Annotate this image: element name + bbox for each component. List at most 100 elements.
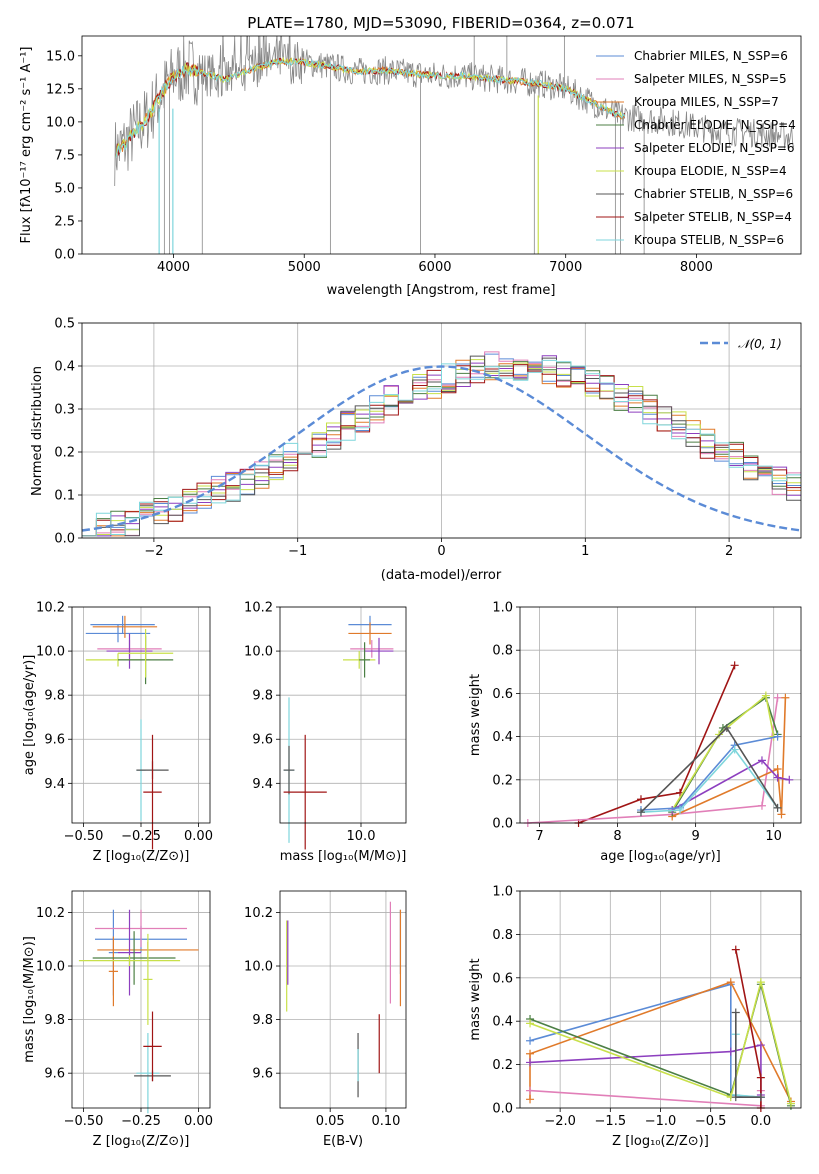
mass_vs_Z-xtick-label: 0.00: [184, 1114, 213, 1129]
massweight_vs_age-ytick-label: 0.4: [492, 730, 513, 745]
spectrum-ytick-label: 0.0: [54, 248, 75, 263]
residual-ylabel: Normed distribution: [30, 366, 45, 496]
massweight_vs_Z-xtick-label: −1.0: [645, 1114, 677, 1129]
spectrum-xtick-label: 6000: [418, 260, 451, 275]
age_vs_mass-ytick-label: 9.6: [252, 733, 273, 748]
mass_vs_Z-ytick-label: 9.6: [44, 1067, 65, 1082]
spectrum-legend-label: Salpeter STELIB, N_SSP=4: [634, 210, 792, 224]
massweight_vs_age-series-line: [640, 748, 779, 813]
spectrum-axes-frame: [81, 35, 802, 255]
spectrum-ytick-label: 10.0: [46, 115, 75, 130]
mass_vs_ebv-ytick-label: 9.8: [252, 1013, 273, 1028]
age_vs_mass-ytick-label: 9.8: [252, 689, 273, 704]
massweight_vs_Z-xtick-label: −0.5: [695, 1114, 727, 1129]
massweight_vs_Z-series-marker: [526, 1086, 535, 1095]
age_vs_mass-ytick-label: 10.2: [244, 601, 273, 616]
massweight_vs_age-series-marker: [773, 803, 782, 812]
age_vs_mass-xlabel: mass [log₁₀(M/M⊙)]: [280, 849, 407, 864]
mass_vs_ebv-axes-frame: [279, 890, 407, 1109]
massweight_vs_Z-ytick-label: 0.2: [492, 1058, 513, 1073]
mass_vs_Z-ylabel: mass [log₁₀(M/M⊙)]: [22, 936, 37, 1063]
massweight_vs_age-series-line: [671, 696, 779, 813]
massweight_vs_Z-series-marker: [526, 1019, 535, 1028]
residual-histogram: [82, 359, 801, 537]
massweight_vs_Z-ylabel: mass weight: [468, 958, 483, 1040]
spectrum-xtick-label: 7000: [549, 260, 582, 275]
massweight_vs_age-series-marker: [636, 808, 645, 817]
mass-vs-metallicity-panel: −0.50 −0.25 0.00 9.6 9.8 10.0 10.2 Z [log₁₀(Z/Z…: [22, 890, 213, 1149]
age_vs_Z-xtick-label: −0.25: [121, 829, 161, 844]
massweight_vs_age-xtick-label: 10: [765, 829, 782, 844]
age_vs_Z-ytick-label: 9.8: [44, 689, 65, 704]
age_vs_Z-xtick-label: −0.50: [64, 829, 104, 844]
spectrum-ytick-label: 12.5: [46, 82, 75, 97]
spectrum-plot-area: 4000 5000 6000 7000 8000 0.0 2.5 5.0 7.5 10.0 12.5…: [46, 36, 795, 275]
mass_vs_Z-ytick-label: 10.2: [36, 906, 65, 921]
age_vs_Z-ytick-label: 10.0: [36, 645, 65, 660]
massweight_vs_age-ytick-label: 0.6: [492, 687, 513, 702]
spectrum-legend-label: Kroupa MILES, N_SSP=7: [634, 95, 779, 109]
massweight_vs_age-series-line: [527, 697, 779, 824]
age-vs-metallicity-panel: −0.50 −0.25 0.00 9.4 9.6 9.8 10.0 10.2 Z [log₁₀(…: [22, 601, 213, 865]
residual-xtick-label: −1: [288, 544, 307, 559]
mass_vs_ebv-ytick-label: 10.0: [244, 960, 273, 975]
massweight_vs_age-xlabel: age [log₁₀(age/yr)]: [600, 849, 721, 864]
massweight-vs-age-panel: 7 8 9 10 0.0 0.2 0.4 0.6 0.8 1.0 age [log₁₀(age/yr…: [468, 601, 802, 864]
massweight_vs_age-series-marker: [636, 795, 645, 804]
mass_vs_Z-xtick-label: −0.25: [121, 1114, 161, 1129]
residual-ytick-label: 0.0: [54, 532, 75, 547]
spectrum-panel: PLATE=1780, MJD=53090, FIBERID=0364, z=0…: [19, 14, 802, 298]
spectrum-ytick-label: 7.5: [54, 148, 75, 163]
massweight_vs_age-series-marker: [773, 732, 782, 741]
massweight_vs_Z-xtick-label: −2.0: [544, 1114, 576, 1129]
spectrum-ylabel: Flux [fλ10⁻¹⁷ erg cm⁻² s⁻¹ A⁻¹]: [19, 47, 34, 244]
mass_vs_Z-axes-frame: [71, 890, 211, 1109]
massweight_vs_age-ytick-label: 0.8: [492, 644, 513, 659]
spectrum-xtick-label: 4000: [157, 260, 190, 275]
age_vs_Z-ytick-label: 9.6: [44, 733, 65, 748]
residual-xtick-label: 1: [581, 544, 589, 559]
age_vs_mass-xtick-label: 10.0: [347, 829, 376, 844]
massweight_vs_Z-series-marker: [731, 1008, 740, 1017]
spectrum-legend-label: Salpeter MILES, N_SSP=5: [634, 72, 787, 86]
spectrum-ytick-label: 15.0: [46, 49, 75, 64]
massweight_vs_age-ytick-label: 0.0: [492, 817, 513, 832]
age_vs_Z-ytick-label: 10.2: [36, 601, 65, 616]
massweight_vs_Z-series-marker: [526, 1058, 535, 1067]
massweight_vs_age-axes-frame: [519, 606, 802, 824]
spectrum-model-line: [115, 57, 625, 158]
massweight_vs_Z-ytick-label: 0.8: [492, 928, 513, 943]
mass_vs_Z-xlabel: Z [log₁₀(Z/Z⊙)]: [93, 1134, 190, 1149]
massweight_vs_Z-series-marker: [756, 1073, 765, 1082]
massweight_vs_Z-ytick-label: 1.0: [492, 885, 513, 900]
massweight_vs_age-series-marker: [715, 730, 724, 739]
massweight_vs_age-series-line: [671, 759, 790, 811]
spectrum-legend-label: Kroupa STELIB, N_SSP=6: [634, 233, 784, 247]
spectrum-legend-label: Chabrier MILES, N_SSP=6: [634, 49, 788, 63]
massweight_vs_age-series-marker: [785, 775, 794, 784]
massweight_vs_Z-series-marker: [526, 1049, 535, 1058]
massweight_vs_age-xtick-label: 9: [691, 829, 699, 844]
massweight_vs_age-xtick-label: 8: [613, 829, 621, 844]
mass_vs_ebv-xtick-label: 0.05: [316, 1114, 345, 1129]
massweight_vs_Z-series-marker: [726, 978, 735, 987]
age-vs-mass-panel: 10.0 9.4 9.6 9.8 10.0 10.2 mass [log₁₀(M/M⊙)]: [244, 601, 407, 864]
massweight_vs_age-series-line: [671, 694, 775, 811]
mass_vs_Z-xtick-label: −0.50: [64, 1114, 104, 1129]
residual-panel: −2 −1 0 1 2 0.0 0.1 0.2 0.3 0.4 0.5 (data-model)/e…: [30, 317, 802, 583]
age_vs_mass-ytick-label: 9.4: [252, 777, 273, 792]
residual-ytick-label: 0.2: [54, 446, 75, 461]
mass_vs_ebv-xtick-label: 0.10: [371, 1114, 400, 1129]
massweight_vs_Z-ytick-label: 0.6: [492, 971, 513, 986]
massweight_vs_age-ytick-label: 0.2: [492, 773, 513, 788]
age_vs_mass-ytick-label: 10.0: [244, 645, 273, 660]
age_vs_Z-ytick-label: 9.4: [44, 777, 65, 792]
age_vs_Z-axes-frame: [71, 606, 211, 824]
massweight_vs_Z-xtick-label: 0.0: [751, 1114, 772, 1129]
massweight_vs_age-series-marker: [773, 693, 782, 702]
residual-ytick-label: 0.3: [54, 403, 75, 418]
massweight_vs_age-series-marker: [757, 801, 766, 810]
age_vs_mass-axes-frame: [279, 606, 407, 824]
residual-ytick-label: 0.4: [54, 360, 75, 375]
